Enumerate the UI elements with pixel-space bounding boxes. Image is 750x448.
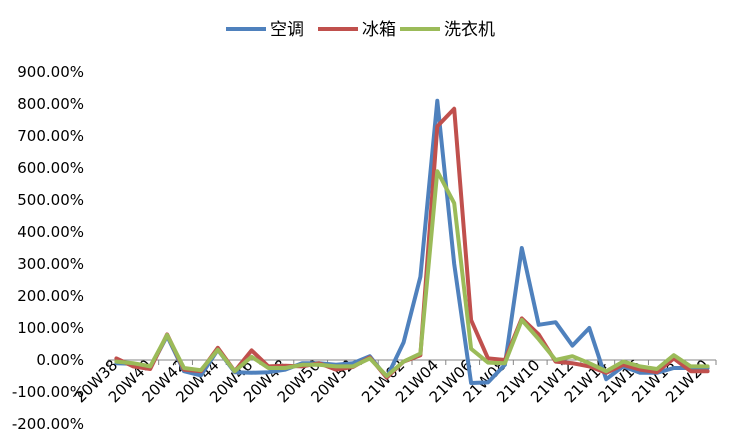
legend-label-2: 冰箱 <box>362 20 396 40</box>
series-line-3 <box>114 169 710 378</box>
y-tick-label: 0.00% <box>36 351 84 369</box>
y-tick-label: 700.00% <box>17 127 84 145</box>
y-tick-label: 300.00% <box>17 255 84 273</box>
y-tick-label: 500.00% <box>17 191 84 209</box>
y-tick-label: 100.00% <box>17 319 84 337</box>
y-tick-label: -100.00% <box>12 383 84 401</box>
series-line-1 <box>114 98 710 385</box>
y-tick-label: 600.00% <box>17 159 84 177</box>
series-layer <box>114 98 710 385</box>
series-line-2 <box>114 106 710 380</box>
y-tick-label: 200.00% <box>17 287 84 305</box>
y-tick-label: -200.00% <box>12 415 84 433</box>
y-axis: -200.00% -100.00% 0.00% 100.00% 200.00% 300.0… <box>12 63 84 433</box>
y-tick-label: 900.00% <box>17 63 84 81</box>
legend-label-1: 空调 <box>270 20 304 40</box>
y-tick-label: 400.00% <box>17 223 84 241</box>
legend-label-3: 洗衣机 <box>444 20 495 40</box>
y-tick-label: 800.00% <box>17 95 84 113</box>
legend: 空调 冰箱 洗衣机 <box>226 20 495 40</box>
